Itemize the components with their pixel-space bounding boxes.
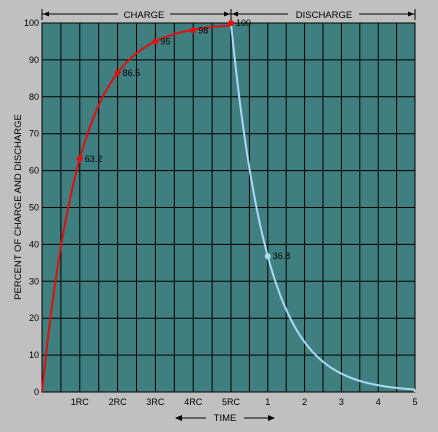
- data-point-label: 95: [160, 36, 170, 46]
- x-axis-label: TIME: [214, 413, 237, 424]
- data-point-marker: [228, 20, 234, 26]
- data-point-label: 98: [198, 25, 208, 35]
- x-tick-label-charge: 2RC: [109, 397, 128, 407]
- x-tick-label-charge: 5RC: [222, 397, 241, 407]
- y-tick-label: 10: [29, 350, 39, 360]
- data-point-marker: [264, 253, 271, 260]
- x-tick-label-discharge: 3: [339, 397, 344, 407]
- y-tick-label: 50: [29, 203, 39, 213]
- x-tick-label-discharge: 5: [412, 397, 417, 407]
- y-tick-label: 20: [29, 313, 39, 323]
- y-tick-label: 0: [34, 387, 39, 397]
- y-axis-label: PERCENT OF CHARGE AND DISCHARGE: [13, 114, 24, 300]
- annotation-layer: 63.2 86.5 95 98 100 36.8: [76, 18, 291, 261]
- y-tick-label: 40: [29, 239, 39, 249]
- x-tick-label-charge: 3RC: [146, 397, 165, 407]
- data-point-label: 100: [236, 18, 251, 28]
- y-tick-label: 100: [24, 18, 39, 28]
- x-tick-label-discharge: 1: [265, 397, 270, 407]
- phase-bracket-arrows: [43, 11, 414, 17]
- data-point-marker: [76, 155, 83, 162]
- data-point-marker: [190, 27, 197, 34]
- x-tick-label-discharge: 4: [376, 397, 381, 407]
- data-point-marker: [114, 69, 121, 76]
- x-axis-ticks: 1RC 2RC 3RC 4RC 5RC 1 2 3 4 5: [71, 397, 418, 407]
- charge-phase-label: CHARGE: [124, 10, 165, 21]
- data-point-label: 36.8: [273, 251, 291, 261]
- y-tick-label: 30: [29, 276, 39, 286]
- phase-bracket: [41, 9, 416, 20]
- y-tick-label: 90: [29, 55, 39, 65]
- y-axis-ticks: 0 10 20 30 40 50 60 70 80 90 100: [24, 18, 39, 397]
- grid: [42, 23, 415, 392]
- y-tick-label: 80: [29, 92, 39, 102]
- y-tick-label: 70: [29, 129, 39, 139]
- data-point-marker: [152, 38, 159, 45]
- data-point-label: 86.5: [123, 68, 141, 78]
- series-line-discharge: [230, 22, 416, 393]
- x-tick-label-charge: 4RC: [184, 397, 203, 407]
- series-line-charge: [41, 22, 232, 393]
- x-axis-label-arrowheads: [175, 415, 275, 421]
- x-tick-label-charge: 1RC: [71, 397, 90, 407]
- y-tick-label: 60: [29, 166, 39, 176]
- series-layer: [41, 22, 416, 393]
- x-tick-label-discharge: 2: [302, 397, 307, 407]
- data-point-label: 63.2: [85, 154, 103, 164]
- discharge-phase-label: DISCHARGE: [296, 10, 352, 21]
